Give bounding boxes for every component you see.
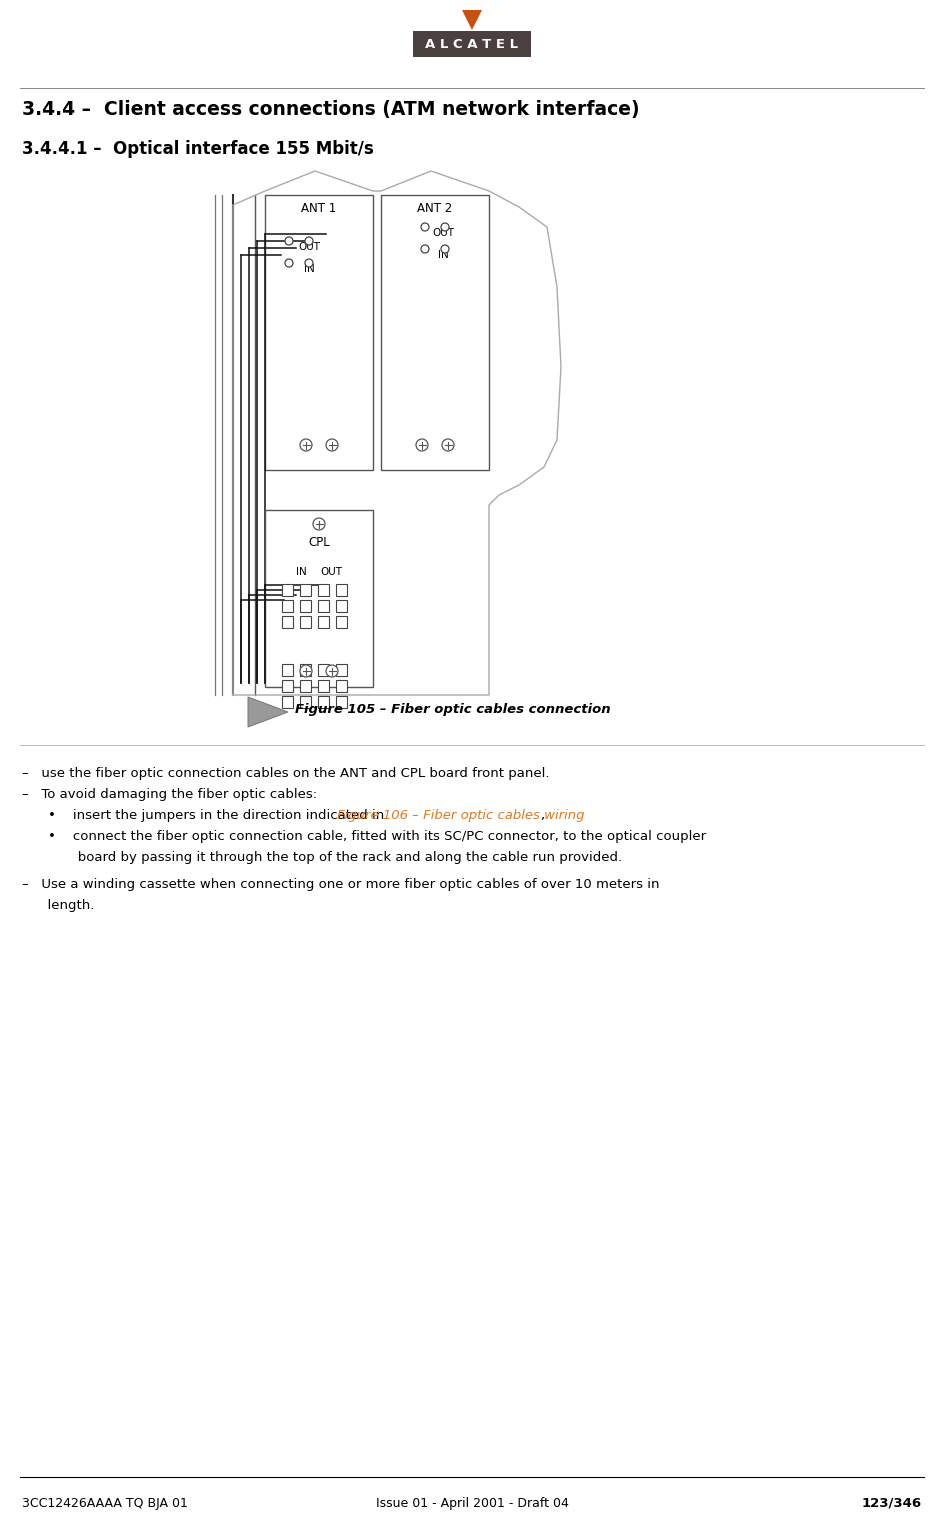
- Bar: [300, 615, 311, 628]
- Text: ANT 1: ANT 1: [301, 203, 337, 215]
- Bar: [318, 696, 329, 709]
- Text: 3CC12426AAAA TQ BJA 01: 3CC12426AAAA TQ BJA 01: [22, 1496, 188, 1510]
- Bar: [318, 680, 329, 692]
- Bar: [336, 615, 347, 628]
- Circle shape: [300, 664, 312, 676]
- Text: IN: IN: [304, 264, 314, 273]
- Bar: [282, 680, 293, 692]
- Circle shape: [300, 438, 312, 450]
- Circle shape: [285, 237, 293, 244]
- Text: OUT: OUT: [298, 241, 320, 252]
- Text: OUT: OUT: [320, 567, 342, 577]
- Text: –   use the fiber optic connection cables on the ANT and CPL board front panel.: – use the fiber optic connection cables …: [22, 767, 549, 780]
- Text: OUT: OUT: [432, 228, 454, 238]
- Bar: [300, 583, 311, 596]
- Text: 3.4.4 –  Client access connections (ATM network interface): 3.4.4 – Client access connections (ATM n…: [22, 99, 640, 119]
- Text: ,: ,: [540, 809, 545, 822]
- Bar: [300, 600, 311, 612]
- Bar: [282, 583, 293, 596]
- Polygon shape: [462, 11, 482, 31]
- Bar: [336, 583, 347, 596]
- Text: IN: IN: [295, 567, 307, 577]
- Circle shape: [313, 518, 325, 530]
- Text: ANT 2: ANT 2: [417, 203, 452, 215]
- Bar: [282, 696, 293, 709]
- Bar: [413, 31, 531, 56]
- Circle shape: [441, 244, 449, 253]
- Text: IN: IN: [438, 250, 448, 260]
- Text: length.: length.: [22, 899, 94, 912]
- Bar: [336, 680, 347, 692]
- Text: Figure 105 – Fiber optic cables connection: Figure 105 – Fiber optic cables connecti…: [295, 704, 611, 716]
- Text: CPL: CPL: [308, 536, 329, 548]
- Bar: [318, 615, 329, 628]
- Circle shape: [441, 223, 449, 231]
- Bar: [318, 583, 329, 596]
- Circle shape: [326, 438, 338, 450]
- Circle shape: [305, 260, 313, 267]
- Text: 3.4.4.1 –  Optical interface 155 Mbit/s: 3.4.4.1 – Optical interface 155 Mbit/s: [22, 140, 374, 157]
- Circle shape: [326, 664, 338, 676]
- Bar: [336, 664, 347, 676]
- Bar: [381, 195, 489, 470]
- Text: Issue 01 - April 2001 - Draft 04: Issue 01 - April 2001 - Draft 04: [376, 1496, 568, 1510]
- Circle shape: [285, 260, 293, 267]
- Circle shape: [305, 237, 313, 244]
- Bar: [282, 615, 293, 628]
- Polygon shape: [248, 696, 288, 727]
- Bar: [265, 195, 373, 470]
- Bar: [282, 664, 293, 676]
- Text: A L C A T E L: A L C A T E L: [426, 38, 518, 50]
- Circle shape: [416, 438, 428, 450]
- Bar: [300, 680, 311, 692]
- Circle shape: [421, 244, 429, 253]
- Text: Figure 106 – Fiber optic cables wiring: Figure 106 – Fiber optic cables wiring: [337, 809, 584, 822]
- Text: –   Use a winding cassette when connecting one or more fiber optic cables of ove: – Use a winding cassette when connecting…: [22, 878, 660, 892]
- Circle shape: [442, 438, 454, 450]
- Text: –   To avoid damaging the fiber optic cables:: – To avoid damaging the fiber optic cabl…: [22, 788, 317, 802]
- Bar: [318, 600, 329, 612]
- Text: •    connect the fiber optic connection cable, fitted with its SC/PC connector, : • connect the fiber optic connection cab…: [48, 831, 706, 843]
- Bar: [282, 600, 293, 612]
- Text: 123/346: 123/346: [862, 1496, 922, 1510]
- Bar: [336, 696, 347, 709]
- Bar: [300, 696, 311, 709]
- Text: •    insert the jumpers in the direction indicated in: • insert the jumpers in the direction in…: [48, 809, 389, 822]
- Bar: [336, 600, 347, 612]
- Bar: [300, 664, 311, 676]
- Circle shape: [421, 223, 429, 231]
- Text: board by passing it through the top of the rack and along the cable run provided: board by passing it through the top of t…: [48, 851, 622, 864]
- Bar: [265, 510, 373, 687]
- Bar: [318, 664, 329, 676]
